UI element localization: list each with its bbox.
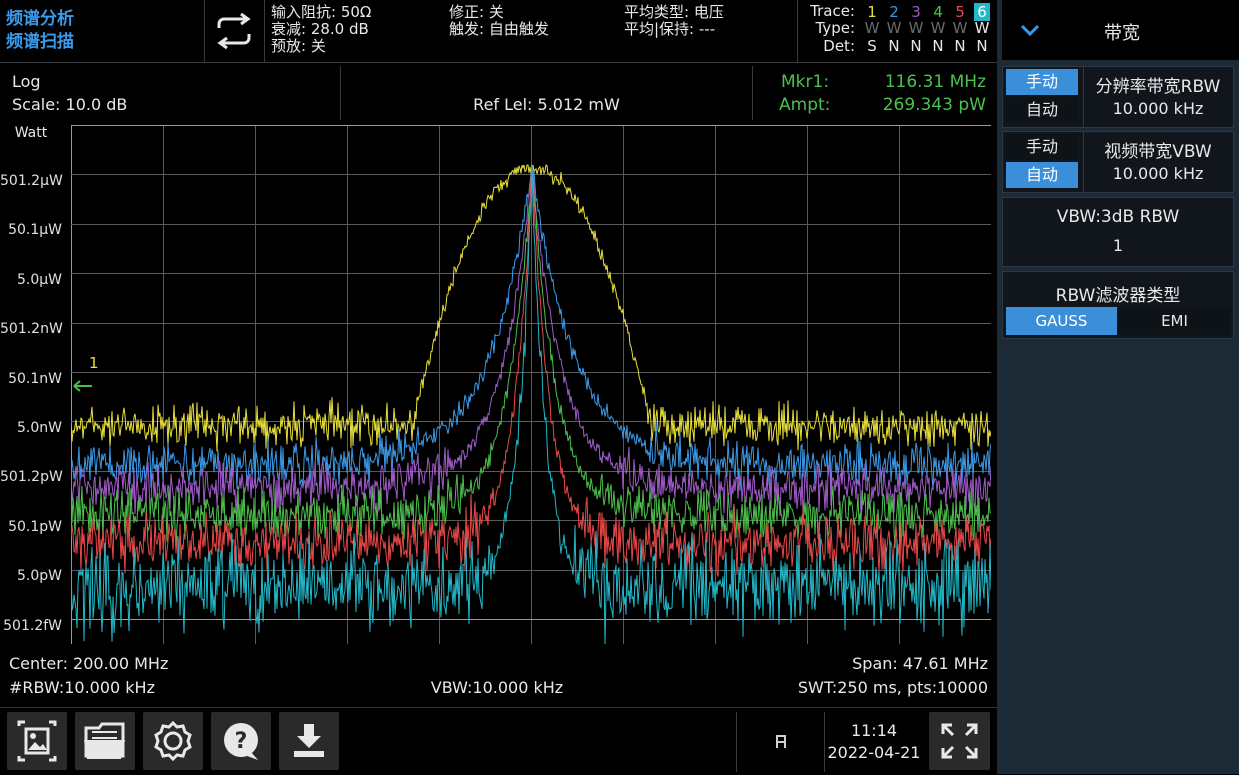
span[interactable]: Span: 47.61 MHz [852,654,988,673]
vbw-control: 手动 自动 视频带宽VBW 10.000 kHz [1002,131,1234,193]
bottom-toolbar: ? 11:14 2022-04-21 [0,707,997,775]
folder-icon[interactable] [75,712,135,770]
y-tick-label: 50.1μW [8,222,62,239]
download-icon[interactable] [279,712,339,770]
trace-6-line [71,164,991,644]
trigger: 触发: 自由触发 [449,20,549,38]
y-tick-label: 501.2fW [3,617,62,634]
svg-text:?: ? [235,729,248,754]
filter-type-label: RBW滤波器类型 [1055,286,1181,306]
usb-status-icon [770,732,792,752]
rbw-control: 手动 自动 分辨率带宽RBW 10.000 kHz [1002,66,1234,128]
vbw-value[interactable]: 10.000 kHz [1112,164,1204,183]
center-frequency[interactable]: Center: 200.00 MHz [9,654,169,673]
clock-date: 2022-04-21 [827,743,921,762]
preamp: 预放: 关 [271,37,326,55]
vbw-readout: VBW:10.000 kHz [430,678,564,697]
trace-detector: N [954,37,966,55]
trace-number[interactable]: 4 [933,3,943,21]
mode-name[interactable]: 频谱分析 [6,9,74,29]
trace-row-label: Det: [823,37,855,55]
trace-type: W [886,19,902,37]
reference-level: Ref Lel: 5.012 mW [473,95,620,114]
marker-1-label: 1 [89,354,99,372]
y-tick-label: 501.2μW [0,173,63,189]
panel-title: 带宽 [1104,23,1140,44]
chevron-down-icon[interactable] [1018,18,1042,42]
scale-value: Scale: 10.0 dB [12,95,128,114]
marker-label: Mkr1: [781,72,830,92]
vbw-auto-button[interactable]: 自动 [1006,162,1078,188]
y-tick-label: 50.1nW [8,370,62,387]
average-type: 平均类型: 电压 [624,3,724,21]
help-icon[interactable]: ? [211,712,271,770]
input-impedance: 输入阻抗: 50Ω [271,3,372,21]
y-axis-unit: Watt [14,125,48,141]
screenshot-icon[interactable] [7,712,67,770]
correction: 修正: 关 [449,3,504,21]
trace-number[interactable]: 2 [889,3,899,21]
rbw-readout: #RBW:10.000 kHz [9,678,155,697]
marker-frequency: 116.31 MHz [884,72,986,92]
trace-row-label: Trace: [810,2,855,20]
panel-header[interactable]: 带宽 [1002,0,1239,60]
rbw-value[interactable]: 10.000 kHz [1112,99,1204,118]
y-tick-label: 501.2nW [0,321,63,338]
trace-type: W [930,19,946,37]
vbw-manual-button[interactable]: 手动 [1006,134,1078,160]
y-tick-label: 5.0nW [17,420,62,436]
average-hold: 平均|保持: --- [624,20,716,38]
bandwidth-menu-panel: 带宽 手动 自动 分辨率带宽RBW 10.000 kHz 手动 自动 视频带宽V… [997,0,1239,774]
filter-gauss-button[interactable]: GAUSS [1006,307,1117,335]
trace-table[interactable]: Trace: Type: Det: 1 W S 2 W N 3 W N 4 W N 5 W N 6 W N [803,3,993,59]
attenuation: 衰减: 28.0 dB [271,20,369,38]
marker-amplitude: 269.343 pW [882,95,986,115]
vbw-rbw-ratio-control[interactable]: VBW:3dB RBW 1 [1002,197,1234,267]
measurement-name[interactable]: 频谱扫描 [6,32,74,52]
y-tick-label: 5.0μW [16,271,62,288]
trace-detector: N [976,37,988,55]
trace-type: W [908,19,924,37]
y-tick-label: 5.0pW [17,568,62,585]
top-status-bar: 频谱分析 频谱扫描 输入阻抗: 50Ω 衰减: 28.0 dB 预放: 关 修正… [0,0,997,63]
trace-type: W [864,19,880,37]
y-tick-label: 501.2pW [0,469,63,486]
fullscreen-icon[interactable] [929,712,990,770]
sweep-repeat-icon[interactable] [213,12,255,50]
trace-type: W [952,19,968,37]
trace-detector: N [888,37,900,55]
amplitude-label: Ampt: [779,95,831,115]
rbw-label: 分辨率带宽RBW [1095,77,1221,97]
settings-icon[interactable] [143,712,203,770]
ratio-label: VBW:3dB RBW [1056,207,1180,227]
trace-detector: N [932,37,944,55]
y-tick-label: 50.1pW [8,518,62,535]
trace-detector: N [910,37,922,55]
trace-number[interactable]: 1 [867,3,877,21]
trace-row-label: Type: [815,19,855,37]
rbw-auto-button[interactable]: 自动 [1006,97,1078,123]
rbw-filter-type-control: RBW滤波器类型 GAUSS EMI [1002,271,1234,339]
filter-emi-button[interactable]: EMI [1119,307,1230,335]
scale-type: Log [12,72,41,91]
trace-number[interactable]: 5 [955,3,965,21]
ratio-value: 1 [1112,236,1124,255]
trace-number[interactable]: 3 [911,3,921,21]
rbw-manual-button[interactable]: 手动 [1006,69,1078,95]
trace-5-line [71,164,991,577]
trace-type: W [974,19,990,37]
vbw-label: 视频带宽VBW [1104,142,1212,162]
spectrum-plot[interactable] [71,125,991,644]
marker-left-arrow-icon[interactable] [72,377,94,395]
sweep-time: SWT:250 ms, pts:10000 [797,678,988,697]
trace-number[interactable]: 6 [974,3,990,21]
trace-detector: S [867,37,877,55]
clock-time: 11:14 [850,721,898,740]
